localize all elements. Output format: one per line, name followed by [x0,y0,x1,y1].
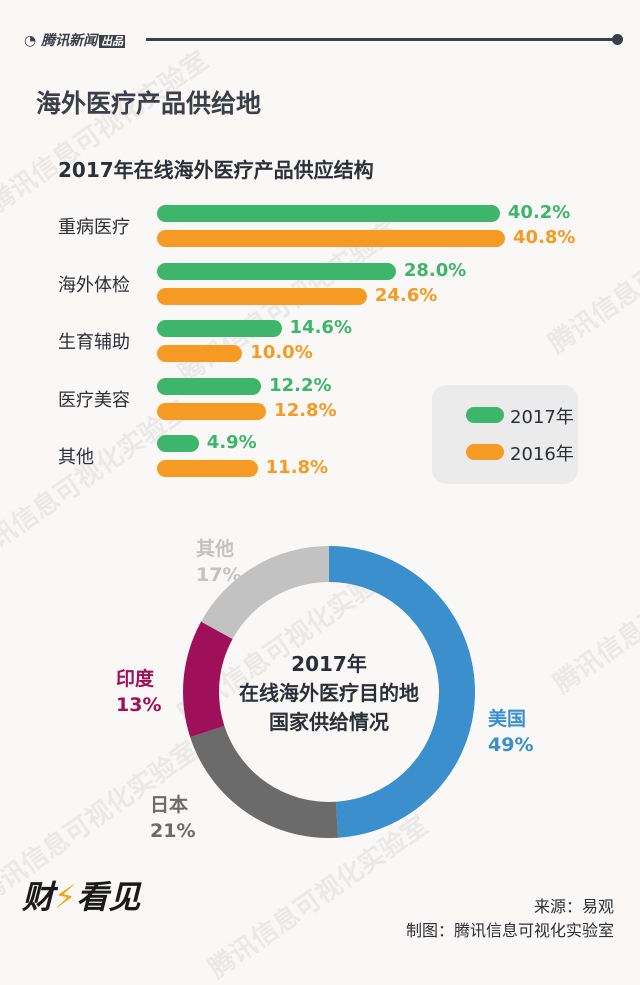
slice-name: 印度 [116,668,155,690]
bar [157,320,282,337]
slice-pct: 13% [116,694,162,716]
brand-name: 腾讯新闻 [41,33,98,49]
slice-name: 美国 [488,708,527,730]
category-label: 生育辅助 [58,332,130,353]
page-title: 海外医疗产品供给地 [36,89,262,118]
slice-pct: 17% [196,564,242,586]
donut-slice [190,725,339,838]
category-label: 重病医疗 [58,217,130,238]
bar-chart-title: 2017年在线海外医疗产品供应结构 [58,158,374,182]
legend-swatch-2016 [466,444,504,460]
caikanjian-logo: 财⚡看见 [22,878,141,916]
category-label: 海外体检 [58,274,130,296]
bar [157,345,243,362]
data-label: 28.0% [403,259,467,281]
donut-title-line: 在线海外医疗目的地 [239,681,419,705]
slice-label-india: 印度 13% [116,666,161,718]
bar [157,287,367,305]
data-label: 24.6% [374,284,438,306]
legend-swatch-2017 [466,407,504,423]
source-text: 来源：易观 [533,897,614,916]
category-label: 医疗美容 [58,389,130,411]
data-label: 40.2% [507,202,571,223]
slice-label-other: 其他 17% [196,536,241,588]
source-block: 来源：易观 制图：腾讯信息可视化实验室 [406,895,614,943]
slice-pct: 21% [150,820,196,842]
bar [157,230,506,247]
donut-title-line: 2017年 [291,652,367,676]
donut-center-title: 2017年 在线海外医疗目的地 国家供给情况 [200,650,458,737]
legend-label-2016: 2016年 [510,444,574,465]
slice-name: 其他 [196,538,235,560]
donut-title-line: 国家供给情况 [269,710,389,734]
donut-slice [201,546,329,640]
data-label: 11.8% [265,457,329,478]
header-divider [146,38,616,41]
header-divider-dot [612,34,623,45]
slice-label-usa: 美国 49% [488,706,533,758]
data-label: 12.2% [269,374,332,396]
legend-label-2017: 2017年 [510,407,574,428]
category-label: 其他 [58,447,94,468]
brand-logo: ◔ 腾讯新闻 出品 [24,33,126,49]
slice-name: 日本 [150,794,189,816]
bar [157,402,267,420]
donut-slice [329,546,476,838]
bar [157,262,396,280]
bar [157,377,262,395]
data-label: 12.8% [274,399,337,421]
bar [157,205,500,222]
slice-label-japan: 日本 21% [150,792,195,844]
legend: 2017年 2016年 [432,385,578,484]
donut-slice [183,621,233,738]
slice-pct: 49% [488,734,534,756]
data-label: 10.0% [250,342,313,363]
data-label: 4.9% [206,432,257,453]
credit-text: 制图：腾讯信息可视化实验室 [405,921,614,940]
data-label: 14.6% [289,317,352,338]
bar [157,460,258,477]
bar [157,435,199,452]
data-label: 40.8% [513,227,576,248]
brand-tag: 出品 [99,35,126,48]
